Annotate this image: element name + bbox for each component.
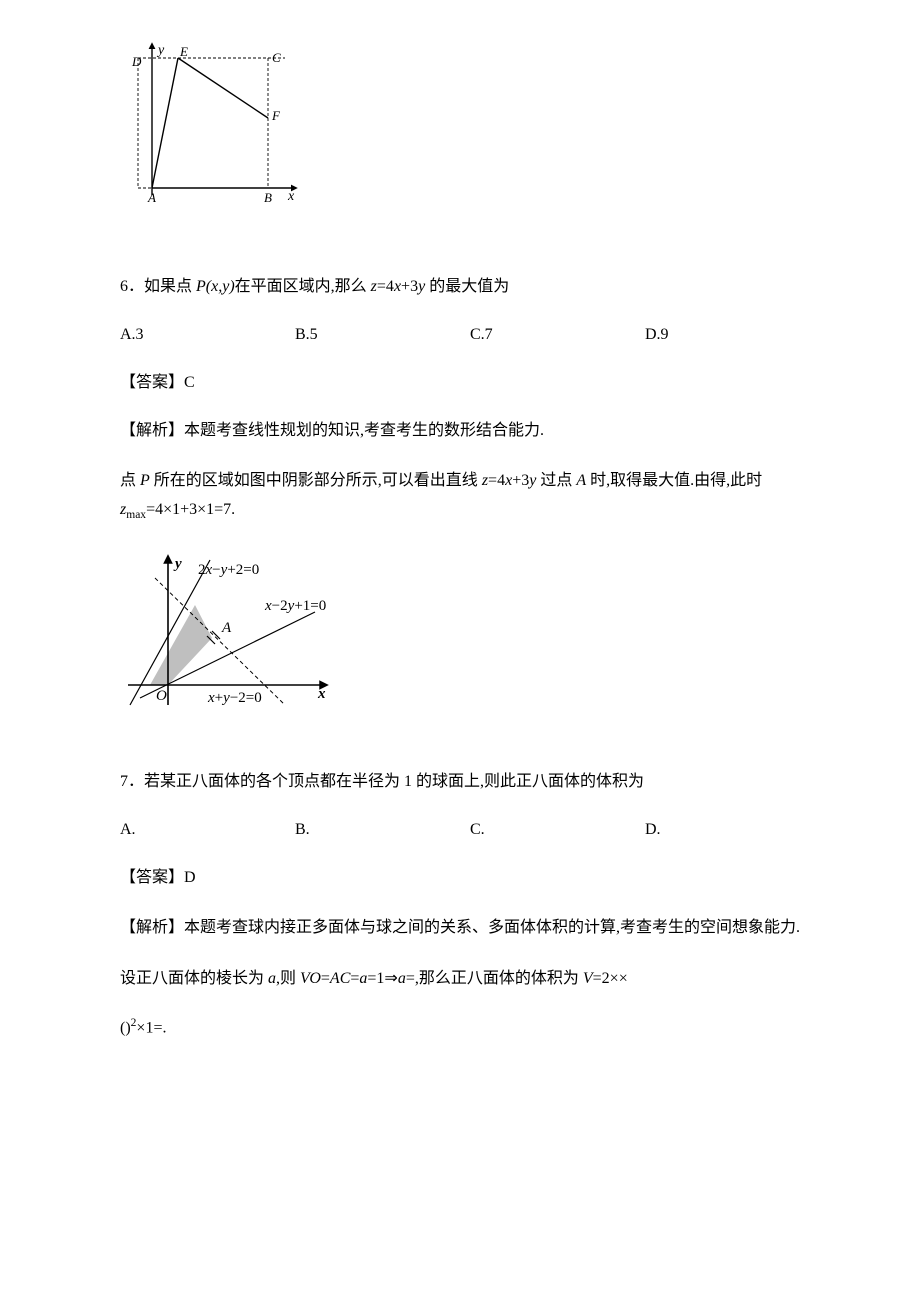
fig2-A: A — [221, 620, 232, 636]
q6-explain-label: 【解析】 — [120, 422, 184, 439]
q6-l2-f: 时,取得最大值.由得,此时 — [586, 472, 762, 489]
q7-explain-2: 设正八面体的棱长为 a,则 VO=AC=a=1⇒a=,那么正八面体的体积为 V=… — [120, 967, 810, 991]
q7-explain-3: ()2×1=. — [120, 1015, 810, 1040]
q6-explain-1: 【解析】本题考查线性规划的知识,考查考生的数形结合能力. — [120, 419, 810, 443]
fig2-y: y — [173, 556, 182, 572]
q7-opt-d: D. — [645, 818, 661, 842]
q6-l2-zmax-sub: max — [126, 509, 146, 521]
q6-plus: +3 — [401, 278, 418, 295]
q6-l2-b: 所在的区域如图中阴影部分所示,可以看出直线 — [150, 472, 482, 489]
q7-l2-e: =1⇒ — [367, 970, 397, 987]
q7-l2-b: ,则 — [276, 970, 300, 987]
q7-l3-b: ×1=. — [136, 1019, 166, 1036]
label-E: E — [179, 44, 188, 59]
q6-l2-P: P — [140, 472, 150, 489]
q6-opt-b: B.5 — [295, 323, 470, 347]
axis-y-label: y — [156, 43, 165, 58]
label-D: D — [131, 54, 142, 69]
q6-x: x — [394, 278, 401, 295]
label-F: F — [271, 108, 281, 123]
q6-explain-2: 点 P 所在的区域如图中阴影部分所示,可以看出直线 z=4x+3y 过点 A 时… — [120, 467, 810, 526]
q6-l2-A: A — [576, 472, 586, 489]
q7-l2-V: V — [583, 970, 593, 987]
q6-l2-e: 过点 — [536, 472, 576, 489]
q7-opt-b: B. — [295, 818, 470, 842]
fig2-eq1: 2x−y+2=0 — [198, 562, 259, 578]
q6-opt-c: C.7 — [470, 323, 645, 347]
q6-stem: 6．如果点 P(x,y)在平面区域内,那么 z=4x+3y 的最大值为 — [120, 275, 810, 299]
q6-options: A.3 B.5 C.7 D.9 — [120, 323, 810, 347]
figure-q6-svg: O y x A 2x−y+2=0 x−2y+1=0 x+y−2=0 — [120, 550, 350, 710]
q6-opt-d: D.9 — [645, 323, 669, 347]
q7-answer-label: 【答案】 — [120, 869, 184, 886]
q6-answer: 【答案】C — [120, 371, 810, 395]
label-A: A — [147, 190, 156, 205]
label-B: B — [264, 190, 272, 205]
fig2-O: O — [156, 688, 167, 704]
q7-explain-text: 本题考查球内接正多面体与球之间的关系、多面体体积的计算,考查考生的空间想象能力. — [184, 919, 800, 936]
q7-l2-g: =2×× — [593, 970, 628, 987]
q7-l2-VO: VO — [300, 970, 321, 987]
q6-var-P: P(x,y) — [196, 278, 235, 295]
q6-stem-prefix: 6．如果点 — [120, 278, 196, 295]
q7-explain-label: 【解析】 — [120, 919, 184, 936]
q6-l2-g: =4×1+3×1=7. — [146, 501, 235, 518]
q7-l2-a3: a — [398, 970, 406, 987]
q6-stem-mid: 在平面区域内,那么 — [235, 278, 371, 295]
q6-eq: =4 — [377, 278, 394, 295]
q6-l2-c: =4 — [488, 472, 505, 489]
q7-l2-f: =,那么正八面体的体积为 — [406, 970, 583, 987]
q7-answer-val: D — [184, 869, 196, 886]
q7-l2-a: 设正八面体的棱长为 — [120, 970, 268, 987]
figure-q5-svg: D E C F A B x y — [120, 40, 300, 215]
q6-opt-a: A.3 — [120, 323, 295, 347]
q6-stem-suffix: 的最大值为 — [425, 278, 509, 295]
q7-stem: 7．若某正八面体的各个顶点都在半径为 1 的球面上,则此正八面体的体积为 — [120, 770, 810, 794]
q6-answer-val: C — [184, 374, 195, 391]
q7-l3-a: () — [120, 1019, 131, 1036]
q7-explain-1: 【解析】本题考查球内接正多面体与球之间的关系、多面体体积的计算,考查考生的空间想… — [120, 914, 810, 943]
q7-l2-c: = — [321, 970, 330, 987]
q6-l2-a: 点 — [120, 472, 140, 489]
q7-opt-c: C. — [470, 818, 645, 842]
label-C: C — [272, 50, 281, 65]
q6-answer-label: 【答案】 — [120, 374, 184, 391]
fig2-x: x — [317, 686, 326, 702]
axis-x-label: x — [287, 189, 295, 204]
q7-l2-a-it: a — [268, 970, 276, 987]
q6-l2-d: +3 — [512, 472, 529, 489]
fig2-eq2: x−2y+1=0 — [264, 598, 326, 614]
q6-explain-text: 本题考查线性规划的知识,考查考生的数形结合能力. — [184, 422, 544, 439]
figure-q6: O y x A 2x−y+2=0 x−2y+1=0 x+y−2=0 — [120, 550, 810, 710]
figure-q5: D E C F A B x y — [120, 40, 810, 215]
q7-options: A. B. C. D. — [120, 818, 810, 842]
fig2-eq3: x+y−2=0 — [207, 690, 262, 706]
q7-answer: 【答案】D — [120, 866, 810, 890]
q7-l2-AC: AC — [330, 970, 350, 987]
q7-opt-a: A. — [120, 818, 295, 842]
